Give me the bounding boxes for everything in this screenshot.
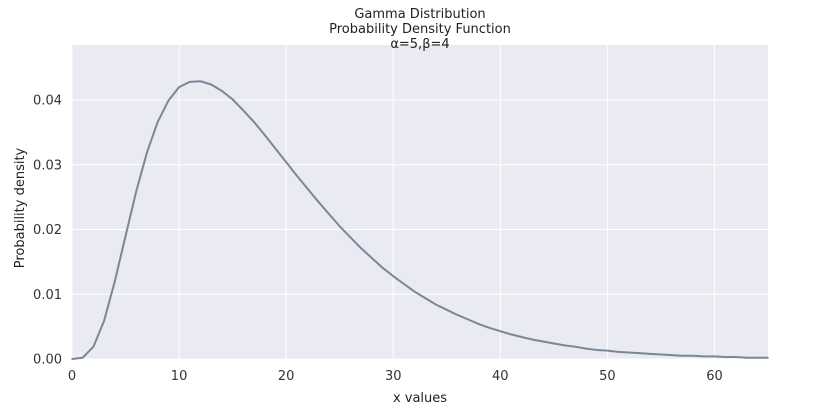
pdf-point (670, 354, 673, 356)
plot-background (72, 45, 768, 359)
pdf-point (478, 323, 480, 325)
pdf-point (188, 81, 191, 83)
pdf-point (692, 354, 694, 357)
pdf-point (445, 308, 448, 311)
pdf-point (392, 275, 395, 277)
pdf-point (328, 213, 330, 215)
pdf-point (585, 347, 587, 350)
x-tick-label: 0 (68, 369, 76, 384)
pdf-point (403, 283, 405, 285)
pdf-point (231, 98, 234, 101)
pdf-point (306, 187, 309, 190)
x-tick-label: 10 (171, 369, 188, 384)
pdf-line (71, 80, 768, 360)
line-layer (71, 80, 769, 360)
pdf-point (649, 353, 652, 355)
pdf-point (531, 338, 534, 341)
y-tick-label: 0.00 (33, 353, 62, 368)
x-tick-label: 50 (599, 369, 616, 384)
pdf-point (124, 235, 127, 237)
pdf-point (595, 349, 598, 351)
pdf-point (435, 303, 437, 306)
pdf-point (713, 355, 716, 358)
pdf-point (553, 342, 555, 345)
pdf-point (135, 190, 138, 193)
y-tick-label: 0.02 (33, 223, 62, 238)
pdf-point (360, 247, 362, 250)
pdf-point (499, 330, 502, 332)
pdf-point (617, 351, 619, 353)
pdf-point (660, 353, 662, 356)
pdf-point (71, 358, 73, 360)
x-tick-label: 40 (492, 369, 509, 384)
pdf-point (371, 257, 373, 259)
pdf-point (242, 109, 245, 112)
pdf-point (606, 349, 609, 352)
pdf-point (735, 356, 737, 358)
pdf-point (349, 236, 352, 239)
pdf-point (381, 266, 384, 269)
pdf-point (263, 134, 266, 136)
tick-layer: 0 10 20 30 40 50 60 0.00 0.01 0.02 0.03 0.04 (33, 94, 723, 384)
pdf-point (210, 83, 212, 86)
pdf-point (317, 200, 320, 203)
y-axis-label: Probability density (13, 147, 28, 268)
pdf-point (574, 345, 577, 348)
pdf-point (221, 90, 223, 92)
pdf-point (681, 354, 684, 357)
pdf-point (178, 86, 180, 88)
pdf-point (628, 351, 630, 354)
pdf-point (488, 327, 491, 329)
pdf-point (274, 147, 277, 150)
x-tick-label: 20 (278, 369, 295, 384)
pdf-point (296, 174, 298, 177)
pdf-point (745, 356, 748, 359)
y-tick-label: 0.03 (33, 158, 62, 173)
pdf-point (146, 151, 148, 154)
pdf-point (767, 356, 769, 359)
pdf-point (103, 320, 105, 322)
pdf-point (563, 344, 566, 347)
pdf-point (638, 352, 641, 354)
pdf-point (510, 333, 512, 336)
y-tick-label: 0.01 (33, 288, 62, 303)
y-tick-label: 0.04 (33, 94, 62, 109)
pdf-point (338, 225, 341, 228)
pdf-point (467, 318, 469, 321)
x-axis-label: x values (393, 391, 447, 406)
pdf-point (413, 290, 416, 293)
pdf-point (253, 121, 255, 123)
x-tick-label: 60 (706, 369, 723, 384)
pdf-point (114, 280, 116, 283)
pdf-point (520, 336, 523, 338)
pdf-point (81, 356, 84, 359)
pdf-point (702, 355, 705, 358)
pdf-point (167, 99, 170, 102)
x-tick-label: 30 (385, 369, 402, 384)
pdf-point (285, 161, 287, 163)
pdf-point (156, 121, 159, 123)
chart-title-line-1: Gamma Distribution (354, 7, 485, 22)
chart-title-line-2: Probability Density Function (329, 22, 511, 37)
pdf-point (456, 314, 459, 316)
chart-title-line-3: α=5,β=4 (390, 37, 449, 52)
pdf-point (92, 345, 95, 348)
pdf-point (756, 356, 759, 359)
pdf-point (424, 297, 427, 299)
pdf-point (724, 356, 726, 358)
pdf-point (199, 80, 202, 83)
pdf-point (542, 340, 544, 343)
